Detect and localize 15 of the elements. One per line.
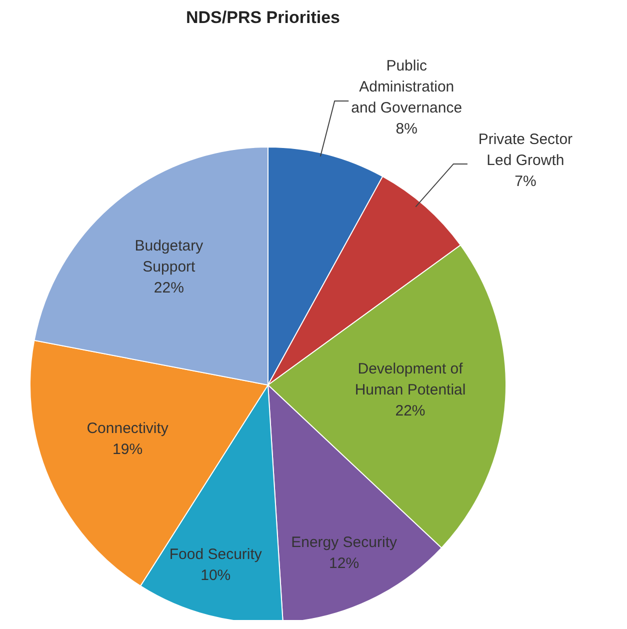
data-label: 22% xyxy=(395,402,426,419)
slice-label: Public Administration and Governance xyxy=(351,57,462,116)
slice-label: Private Sector Led Growth xyxy=(478,130,573,168)
data-label: 10% xyxy=(200,566,231,584)
slice-label: Energy Security xyxy=(291,533,398,550)
data-label: 12% xyxy=(329,554,360,572)
data-label: 19% xyxy=(112,440,143,458)
slice-label: Development of Human Potential xyxy=(354,360,466,398)
slice-label: Connectivity xyxy=(86,420,169,437)
slice-label: Budgetary Support xyxy=(134,236,204,275)
data-label: 22% xyxy=(154,278,184,296)
slice-label: Food Security xyxy=(169,545,262,562)
data-label: 8% xyxy=(396,120,418,138)
data-label: 7% xyxy=(514,172,536,190)
chart-title: NDS/PRS Priorities xyxy=(185,8,341,28)
